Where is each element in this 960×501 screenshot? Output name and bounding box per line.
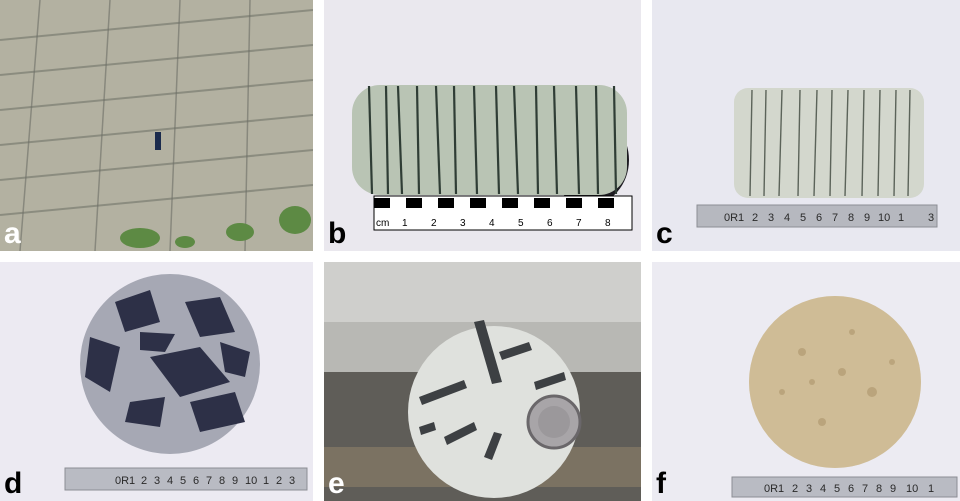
ruler-c-tick: 9 xyxy=(864,212,870,224)
ruler-f-tick: 5 xyxy=(834,483,840,495)
panel-d: 0R1 2 3 4 5 6 7 8 9 10 1 2 3 d xyxy=(0,262,313,501)
ruler-f-tick: 2 xyxy=(792,483,798,495)
panel-b: cm 1 2 3 4 5 6 7 8 b xyxy=(324,0,641,251)
panel-label-e: e xyxy=(328,467,345,500)
banded-core-photo: cm 1 2 3 4 5 6 7 8 xyxy=(324,0,641,251)
ruler-c-tick: 7 xyxy=(832,212,838,224)
ruler-d-tick: 7 xyxy=(206,475,212,487)
ruler-d-tick: 10 xyxy=(245,475,257,487)
ruler-c-tick: 10 xyxy=(878,212,890,224)
ruler-d-tick: 2 xyxy=(141,475,147,487)
scale-b-tick: 2 xyxy=(431,218,437,229)
ruler-c-tick: 0R1 xyxy=(724,212,744,224)
ruler-d-tick: 4 xyxy=(167,475,173,487)
ruler-c-tick: 4 xyxy=(784,212,790,224)
ruler-c-tick: 3 xyxy=(768,212,774,224)
scale-b-tick: 1 xyxy=(402,218,408,229)
panel-label-d: d xyxy=(4,467,23,500)
ruler-f-tick: 8 xyxy=(876,483,882,495)
ruler-d-tick: 2 xyxy=(276,475,282,487)
ruler-d-tick: 9 xyxy=(232,475,238,487)
panel-label-b: b xyxy=(328,217,347,250)
ruler-d-tick: 8 xyxy=(219,475,225,487)
ruler-f-tick: 9 xyxy=(890,483,896,495)
panel-a: a xyxy=(0,0,313,251)
ruler-d-tick: 0R1 xyxy=(115,475,135,487)
panel-label-f: f xyxy=(656,467,666,500)
ruler-f-tick: 1 xyxy=(928,483,934,495)
panel-e: e xyxy=(324,262,641,501)
panel-label-a: a xyxy=(4,217,21,250)
panel-label-c: c xyxy=(656,217,673,250)
ruler-c-tick: 3 xyxy=(928,212,934,224)
ruler-d-tick: 1 xyxy=(263,475,269,487)
ruler-f-tick: 4 xyxy=(820,483,826,495)
scale-b-tick: 5 xyxy=(518,218,524,229)
scale-b-tick: 6 xyxy=(547,218,553,229)
banded-core-photo: 0R1 2 3 4 5 6 7 8 9 10 1 3 xyxy=(652,0,960,251)
ruler-c-tick: 1 xyxy=(898,212,904,224)
breccia-core-cross-section: 0R1 2 3 4 5 6 7 8 9 10 1 2 3 xyxy=(0,262,313,501)
ruler-c-tick: 2 xyxy=(752,212,758,224)
ruler-f-tick: 6 xyxy=(848,483,854,495)
ruler-d-tick: 3 xyxy=(289,475,295,487)
ruler-f-tick: 0R1 xyxy=(764,483,784,495)
ruler-d-tick: 3 xyxy=(154,475,160,487)
panel-c: 0R1 2 3 4 5 6 7 8 9 10 1 3 c xyxy=(652,0,960,251)
ruler-f-tick: 3 xyxy=(806,483,812,495)
scale-b-unit: cm xyxy=(376,218,389,229)
ruler-c-tick: 5 xyxy=(800,212,806,224)
sandstone-core-cross-section: 0R1 2 3 4 5 6 7 8 9 10 1 xyxy=(652,262,960,501)
panel-f: 0R1 2 3 4 5 6 7 8 9 10 1 f xyxy=(652,262,960,501)
ruler-c-tick: 6 xyxy=(816,212,822,224)
scale-b-tick: 4 xyxy=(489,218,495,229)
ruler-c-tick: 8 xyxy=(848,212,854,224)
scale-b-tick: 7 xyxy=(576,218,582,229)
scale-b-tick: 3 xyxy=(460,218,466,229)
ruler-d-tick: 5 xyxy=(180,475,186,487)
outcrop-photo xyxy=(0,0,313,251)
core-cross-section-with-coin xyxy=(324,262,641,501)
scale-b-tick: 8 xyxy=(605,218,611,229)
ruler-f-tick: 10 xyxy=(906,483,918,495)
ruler-f-tick: 7 xyxy=(862,483,868,495)
ruler-d-tick: 6 xyxy=(193,475,199,487)
